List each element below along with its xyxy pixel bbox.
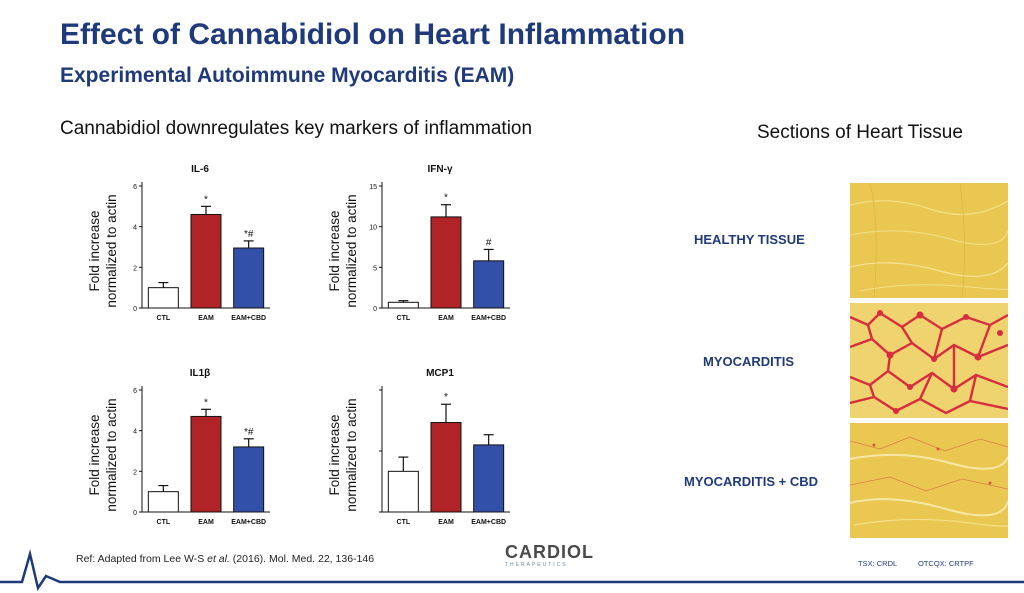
significance-marker: *# xyxy=(244,427,254,438)
significance-marker: * xyxy=(444,392,448,403)
page-title: Effect of Cannabidiol on Heart Inflammat… xyxy=(60,18,686,51)
tissue-label-myocarditis: MYOCARDITIS xyxy=(703,354,794,369)
significance-marker: * xyxy=(204,194,208,205)
y-axis-label: Fold increase xyxy=(327,210,342,291)
y-tick-label: 5 xyxy=(373,265,377,272)
ticker-tsx: TSX: CRDL xyxy=(858,559,898,568)
significance-marker: * xyxy=(444,193,448,204)
x-tick-label: CTL xyxy=(397,519,411,526)
myocarditis-tissue-image xyxy=(850,303,1008,418)
chart-mcp1: MCP1 Fold increase normalized to actin CTL *… xyxy=(327,368,510,526)
bar-eam xyxy=(430,216,462,309)
bar-ctl xyxy=(387,301,419,309)
y-tick-label: 0 xyxy=(373,306,377,313)
y-tick-label: 0 xyxy=(133,306,137,313)
x-tick-label: EAM+CBD xyxy=(471,519,506,526)
bar-eam-cbd xyxy=(233,446,265,513)
y-tick-label: 4 xyxy=(133,225,137,232)
healthy-tissue-image xyxy=(850,183,1008,298)
bar-ctl xyxy=(147,491,179,513)
y-axis-label: Fold increase xyxy=(327,414,342,495)
ticker-otcqx: OTCQX: CRTPF xyxy=(918,559,974,568)
x-tick-label: EAM xyxy=(438,315,454,322)
y-tick-label: 6 xyxy=(133,184,137,191)
chart-title: IL-6 xyxy=(191,164,209,175)
y-axis-label: normalized to actin xyxy=(104,398,119,511)
y-tick-label: 6 xyxy=(133,388,137,395)
chart-ifn-gamma: IFN-γ Fold increase normalized to actin 0 5 1… xyxy=(327,164,510,322)
sections-heading: Sections of Heart Tissue xyxy=(757,122,963,143)
x-tick-label: EAM xyxy=(438,519,454,526)
y-tick-label: 10 xyxy=(369,225,377,232)
bar-eam-cbd xyxy=(233,247,265,309)
y-axis-label: Fold increase xyxy=(87,210,102,291)
bar-eam xyxy=(430,422,462,513)
y-tick-label: 4 xyxy=(133,429,137,436)
myocarditis-cbd-tissue-image xyxy=(850,423,1008,538)
bar-ctl xyxy=(147,287,179,309)
chart-title: IFN-γ xyxy=(428,164,453,175)
x-tick-label: EAM+CBD xyxy=(471,315,506,322)
chart-il1-beta: IL1β Fold increase normalized to actin 0 2 4 6… xyxy=(87,368,270,526)
y-tick-label: 15 xyxy=(369,184,377,191)
x-tick-label: EAM xyxy=(198,519,214,526)
chart-il6: IL-6 Fold increase normalized to actin 0 2 4 6… xyxy=(87,164,270,322)
heartbeat-line-graphic xyxy=(0,549,1024,592)
tissue-label-myocarditis-cbd: MYOCARDITIS + CBD xyxy=(684,474,818,489)
x-tick-label: CTL xyxy=(397,315,411,322)
chart-title: MCP1 xyxy=(426,368,454,379)
lead-text: Cannabidiol downregulates key markers of… xyxy=(60,118,533,139)
y-tick-label: 0 xyxy=(133,510,137,517)
bar-eam xyxy=(190,415,222,513)
bar-eam-cbd xyxy=(473,444,505,513)
page-subtitle: Experimental Autoimmune Myocarditis (EAM… xyxy=(60,64,515,87)
x-tick-label: EAM xyxy=(198,315,214,322)
bar-eam-cbd xyxy=(473,260,505,309)
x-tick-label: EAM+CBD xyxy=(231,519,266,526)
bar-eam xyxy=(190,213,222,309)
y-tick-label: 2 xyxy=(133,469,137,476)
y-axis-label: normalized to actin xyxy=(344,398,359,511)
tissue-label-healthy: HEALTHY TISSUE xyxy=(694,232,805,247)
x-tick-label: CTL xyxy=(157,315,171,322)
chart-title: IL1β xyxy=(190,368,211,379)
significance-marker: # xyxy=(486,237,492,248)
logo-word: CARDIOL xyxy=(505,542,594,562)
x-tick-label: EAM+CBD xyxy=(231,315,266,322)
bar-ctl xyxy=(387,470,419,513)
reference-citation: Ref: Adapted from Lee W-S et al. (2016).… xyxy=(76,553,375,565)
significance-marker: *# xyxy=(244,229,254,240)
significance-marker: * xyxy=(204,397,208,408)
logo-tagline: THERAPEUTICS xyxy=(505,562,568,568)
y-axis-label: Fold increase xyxy=(87,414,102,495)
cardiol-logo: CARDIOL THERAPEUTICS xyxy=(505,543,595,573)
y-axis-label: normalized to actin xyxy=(344,194,359,307)
y-tick-label: 2 xyxy=(133,265,137,272)
x-tick-label: CTL xyxy=(157,519,171,526)
y-axis-label: normalized to actin xyxy=(104,194,119,307)
